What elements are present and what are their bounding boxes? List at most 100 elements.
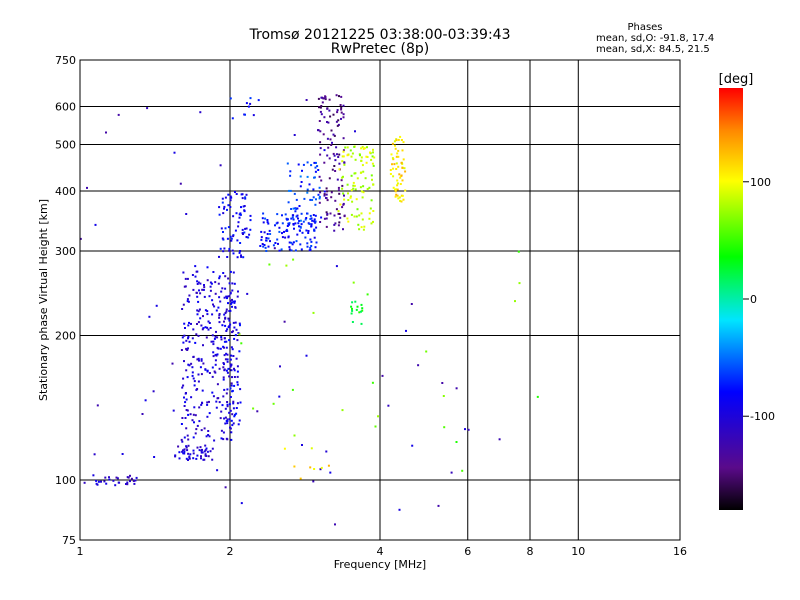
data-point (229, 299, 232, 302)
data-point (340, 179, 343, 182)
data-point (243, 205, 246, 207)
data-point (326, 154, 329, 157)
data-point (204, 449, 207, 452)
data-point (333, 223, 336, 226)
data-point (336, 178, 339, 181)
data-point (398, 508, 401, 511)
data-point (355, 215, 358, 218)
data-point (351, 307, 353, 310)
data-point (295, 208, 298, 211)
data-point (292, 258, 295, 261)
data-point (368, 186, 371, 189)
data-point (207, 430, 210, 432)
data-point (146, 107, 149, 110)
data-point (361, 218, 364, 221)
data-point (245, 227, 248, 230)
data-point (288, 223, 290, 226)
data-point (392, 186, 395, 189)
data-point (196, 388, 199, 390)
data-point (230, 196, 233, 199)
data-point (361, 145, 364, 148)
data-point (180, 423, 183, 425)
data-point (204, 444, 207, 447)
data-point (336, 153, 338, 156)
data-point (395, 139, 398, 142)
data-point (336, 109, 339, 112)
data-point (360, 322, 363, 325)
data-point (173, 151, 176, 154)
data-point (290, 241, 293, 244)
data-point (302, 163, 305, 166)
data-point (196, 295, 199, 298)
data-point (281, 232, 283, 235)
data-point (291, 388, 294, 391)
data-point (226, 401, 229, 403)
data-point (214, 353, 217, 356)
data-point (318, 201, 321, 204)
data-point (232, 355, 235, 357)
data-point (218, 213, 221, 216)
data-point (200, 359, 203, 362)
data-point (210, 340, 213, 343)
data-point (332, 133, 335, 136)
data-point (315, 226, 318, 229)
data-point (262, 245, 265, 248)
data-point (229, 270, 232, 273)
data-point (290, 217, 293, 220)
colorbar-unit: [deg] (719, 72, 754, 87)
data-points (79, 94, 539, 526)
data-point (224, 416, 227, 419)
data-point (346, 183, 349, 186)
data-point (233, 369, 236, 372)
data-point (374, 425, 377, 428)
data-point (225, 295, 228, 298)
data-point (187, 413, 190, 416)
data-point (337, 156, 340, 158)
data-point (341, 206, 344, 209)
data-point (229, 365, 232, 368)
data-point (196, 313, 199, 316)
data-point (335, 146, 338, 149)
data-point (178, 451, 181, 454)
data-point (218, 401, 221, 404)
data-point (290, 208, 293, 210)
data-point (363, 225, 366, 228)
data-point (404, 170, 407, 173)
data-point (192, 377, 195, 380)
data-point (185, 409, 188, 411)
data-point (372, 220, 374, 223)
data-point (245, 193, 248, 196)
data-point (216, 469, 219, 472)
data-point (187, 444, 190, 447)
data-point (325, 450, 328, 453)
data-point (213, 439, 216, 442)
data-point (441, 382, 444, 384)
data-point (342, 203, 345, 206)
data-point (249, 214, 252, 217)
data-point (237, 221, 240, 224)
data-point (309, 198, 312, 201)
data-point (395, 155, 398, 158)
data-point (216, 397, 219, 400)
data-point (191, 337, 194, 340)
data-point (180, 438, 183, 441)
data-point (194, 341, 197, 344)
data-point (214, 335, 217, 338)
data-point (248, 233, 251, 236)
data-point (233, 337, 236, 340)
data-point (329, 212, 332, 215)
data-point (236, 239, 239, 242)
data-point (225, 392, 228, 395)
data-point (278, 395, 281, 398)
data-point (223, 363, 225, 366)
data-point (372, 148, 374, 151)
data-point (366, 156, 369, 158)
plot-grid (80, 60, 680, 540)
data-point (185, 446, 188, 449)
data-point (229, 323, 232, 326)
data-point (196, 454, 199, 457)
data-point (356, 177, 359, 180)
data-point (402, 141, 405, 144)
data-point (391, 157, 394, 160)
